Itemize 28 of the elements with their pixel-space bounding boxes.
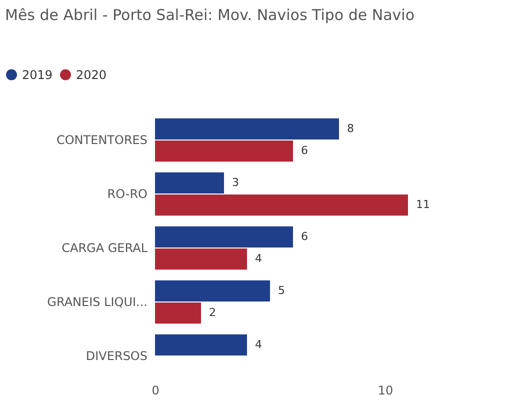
data-label: 11 <box>416 198 430 212</box>
x-tick-label: 0 <box>152 384 160 398</box>
x-tick-label: 10 <box>378 384 394 398</box>
bar <box>155 172 224 194</box>
bar <box>155 118 339 140</box>
data-label: 3 <box>232 176 239 189</box>
data-label: 4 <box>255 252 262 266</box>
bar <box>155 194 408 216</box>
data-label: 2 <box>209 306 216 320</box>
y-tick-label: GRANEIS LIQUI... <box>47 295 148 309</box>
bar <box>155 302 201 324</box>
data-label: 5 <box>278 284 285 297</box>
bar <box>155 226 293 248</box>
bar <box>155 140 293 162</box>
y-tick-label: CONTENTORES <box>56 133 148 147</box>
bar <box>155 280 270 302</box>
data-label: 8 <box>347 122 354 135</box>
data-label: 6 <box>301 230 308 243</box>
legend-label: 2020 <box>76 68 107 82</box>
chart-title: Mês de Abril - Porto Sal-Rei: Mov. Navios Tipo de Navio <box>5 6 415 24</box>
bar <box>155 334 247 356</box>
y-tick-label: CARGA GERAL <box>62 241 148 255</box>
y-tick-label: DIVERSOS <box>86 349 148 363</box>
data-label: 4 <box>255 338 262 351</box>
bar <box>155 248 247 270</box>
legend-label: 2019 <box>22 68 53 82</box>
data-label: 6 <box>301 144 308 158</box>
y-tick-label: RO-RO <box>107 187 148 201</box>
